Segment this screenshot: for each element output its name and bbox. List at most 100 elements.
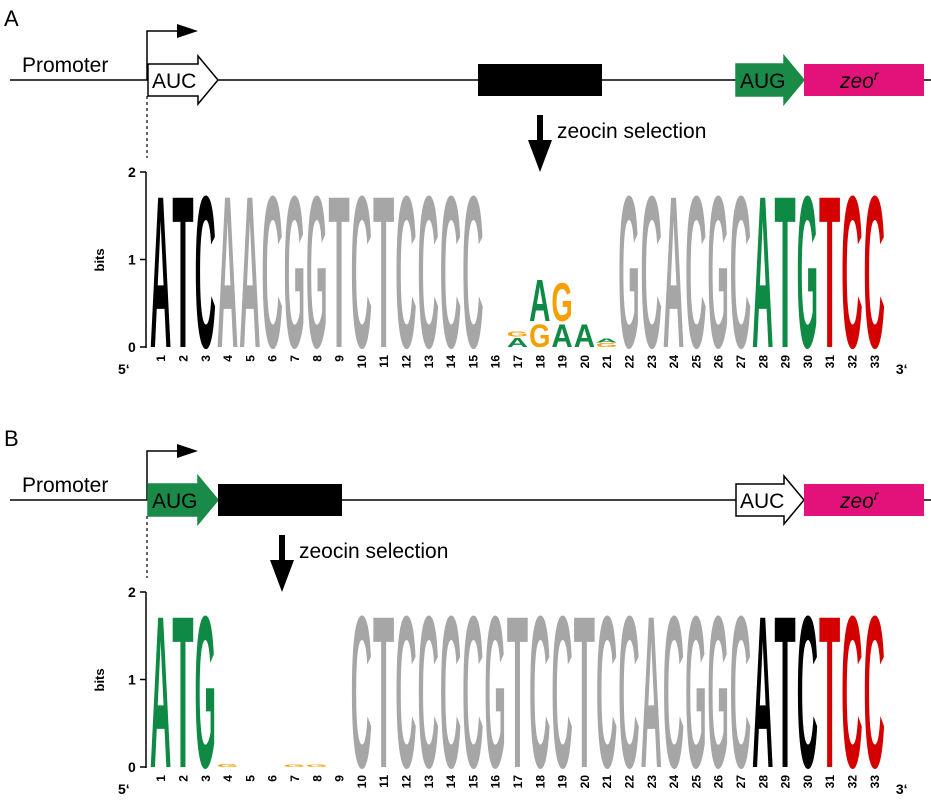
position-label: 22 bbox=[622, 355, 636, 369]
position-label: 1 bbox=[154, 355, 168, 362]
logo-letter-G: G bbox=[284, 764, 305, 768]
logo-letter-C: C bbox=[596, 571, 617, 800]
logo-letter-A: A bbox=[529, 266, 550, 333]
auc-arrow bbox=[735, 473, 805, 527]
position-label: 17 bbox=[511, 355, 525, 369]
logo-letter-C: C bbox=[797, 571, 818, 800]
logo-letter-A: A bbox=[507, 335, 528, 350]
auc-arrow bbox=[147, 53, 219, 107]
position-label: 6 bbox=[266, 355, 280, 362]
logo-letter-C: C bbox=[351, 151, 372, 393]
logo-letter-G: G bbox=[284, 151, 305, 394]
logo-letter-A: A bbox=[641, 571, 662, 800]
position-label: 10 bbox=[355, 775, 369, 789]
random-region-box bbox=[478, 64, 602, 96]
position-label: 15 bbox=[466, 355, 480, 369]
auc-arrow-label: AUC bbox=[740, 490, 784, 513]
position-label: 10 bbox=[355, 355, 369, 369]
random-region-label: NNNNNN bbox=[221, 490, 312, 513]
position-label: 14 bbox=[444, 355, 458, 369]
position-label: 27 bbox=[734, 355, 748, 369]
y-tick-label: 1 bbox=[128, 252, 136, 268]
promoter-label: Promoter bbox=[22, 474, 108, 497]
logo-letter-C: C bbox=[351, 571, 372, 800]
logo-letter-G: G bbox=[797, 151, 818, 394]
aug-arrow-label: AUG bbox=[152, 490, 198, 513]
auc-arrow-label: AUC bbox=[152, 70, 196, 93]
position-label: 5 bbox=[243, 355, 257, 362]
position-label: 31 bbox=[823, 355, 837, 369]
logo-letter-C: C bbox=[864, 151, 885, 393]
zeo-resistance-box bbox=[804, 484, 924, 516]
logo-letter-C: C bbox=[529, 571, 550, 800]
panel-label: B bbox=[4, 426, 19, 451]
logo-letter-C: C bbox=[685, 151, 706, 393]
position-label: 16 bbox=[489, 355, 503, 369]
selection-label: zeocin selection bbox=[299, 540, 448, 563]
position-label: 19 bbox=[556, 355, 570, 369]
tss-arrowhead-icon bbox=[177, 24, 198, 38]
logo-letter-C: C bbox=[195, 151, 216, 393]
position-label: 18 bbox=[533, 355, 547, 369]
logo-letter-G: G bbox=[708, 571, 729, 800]
logo-letter-C: C bbox=[418, 151, 439, 393]
position-label: 11 bbox=[377, 775, 391, 788]
logo-letter-G: G bbox=[306, 764, 327, 768]
logo-letter-A: A bbox=[574, 318, 595, 355]
logo-letter-G: G bbox=[618, 151, 639, 394]
position-label: 11 bbox=[377, 355, 391, 368]
y-tick-label: 0 bbox=[128, 759, 136, 775]
logo-letter-T: T bbox=[774, 570, 795, 800]
logo-letter-C: C bbox=[663, 571, 684, 800]
logo-letter-C: C bbox=[730, 571, 751, 800]
zeo-resistance-box bbox=[804, 64, 924, 96]
logo-letter-A: A bbox=[150, 151, 171, 393]
logo-letter-C: C bbox=[551, 571, 572, 800]
position-label: 7 bbox=[288, 775, 302, 782]
position-label: 33 bbox=[868, 775, 882, 789]
logo-letter-C: C bbox=[841, 571, 862, 800]
position-label: 1 bbox=[154, 775, 168, 782]
logo-letter-T: T bbox=[507, 570, 528, 800]
logo-letter-C: C bbox=[262, 151, 283, 393]
position-label: 32 bbox=[845, 775, 859, 789]
position-label: 21 bbox=[600, 355, 614, 369]
logo-letter-C: C bbox=[730, 151, 751, 393]
position-label: 28 bbox=[756, 355, 770, 369]
position-label: 19 bbox=[556, 775, 570, 789]
three-prime-label: 3‘ bbox=[896, 361, 908, 377]
aug-arrow bbox=[735, 53, 805, 107]
logo-letter-T: T bbox=[819, 150, 840, 393]
y-tick-label: 2 bbox=[128, 584, 136, 600]
position-label: 12 bbox=[399, 775, 413, 789]
position-label: 27 bbox=[734, 775, 748, 789]
logo-letter-G: G bbox=[195, 571, 216, 800]
position-label: 4 bbox=[221, 355, 235, 362]
position-label: 17 bbox=[511, 775, 525, 789]
position-label: 26 bbox=[712, 355, 726, 369]
y-tick-label: 2 bbox=[128, 164, 136, 180]
logo-letter-C: C bbox=[864, 571, 885, 800]
position-label: 9 bbox=[333, 355, 347, 362]
position-label: 15 bbox=[466, 775, 480, 789]
position-label: 23 bbox=[645, 775, 659, 789]
logo-letter-C: C bbox=[395, 571, 416, 800]
logo-letter-T: T bbox=[373, 150, 394, 393]
five-prime-label: 5‘ bbox=[118, 781, 130, 797]
position-label: 24 bbox=[667, 355, 681, 369]
position-label: 25 bbox=[689, 355, 703, 369]
selection-arrow-shaft bbox=[279, 535, 285, 565]
promoter-label: Promoter bbox=[22, 54, 108, 77]
position-label: 24 bbox=[667, 775, 681, 789]
aug-arrow bbox=[147, 473, 219, 527]
position-label: 16 bbox=[489, 775, 503, 789]
logo-letter-T: T bbox=[819, 570, 840, 800]
y-tick-label: 1 bbox=[128, 672, 136, 688]
logo-letter-G: G bbox=[551, 273, 572, 334]
tss-arrow-line bbox=[146, 450, 180, 500]
logo-letter-T: T bbox=[574, 570, 595, 800]
